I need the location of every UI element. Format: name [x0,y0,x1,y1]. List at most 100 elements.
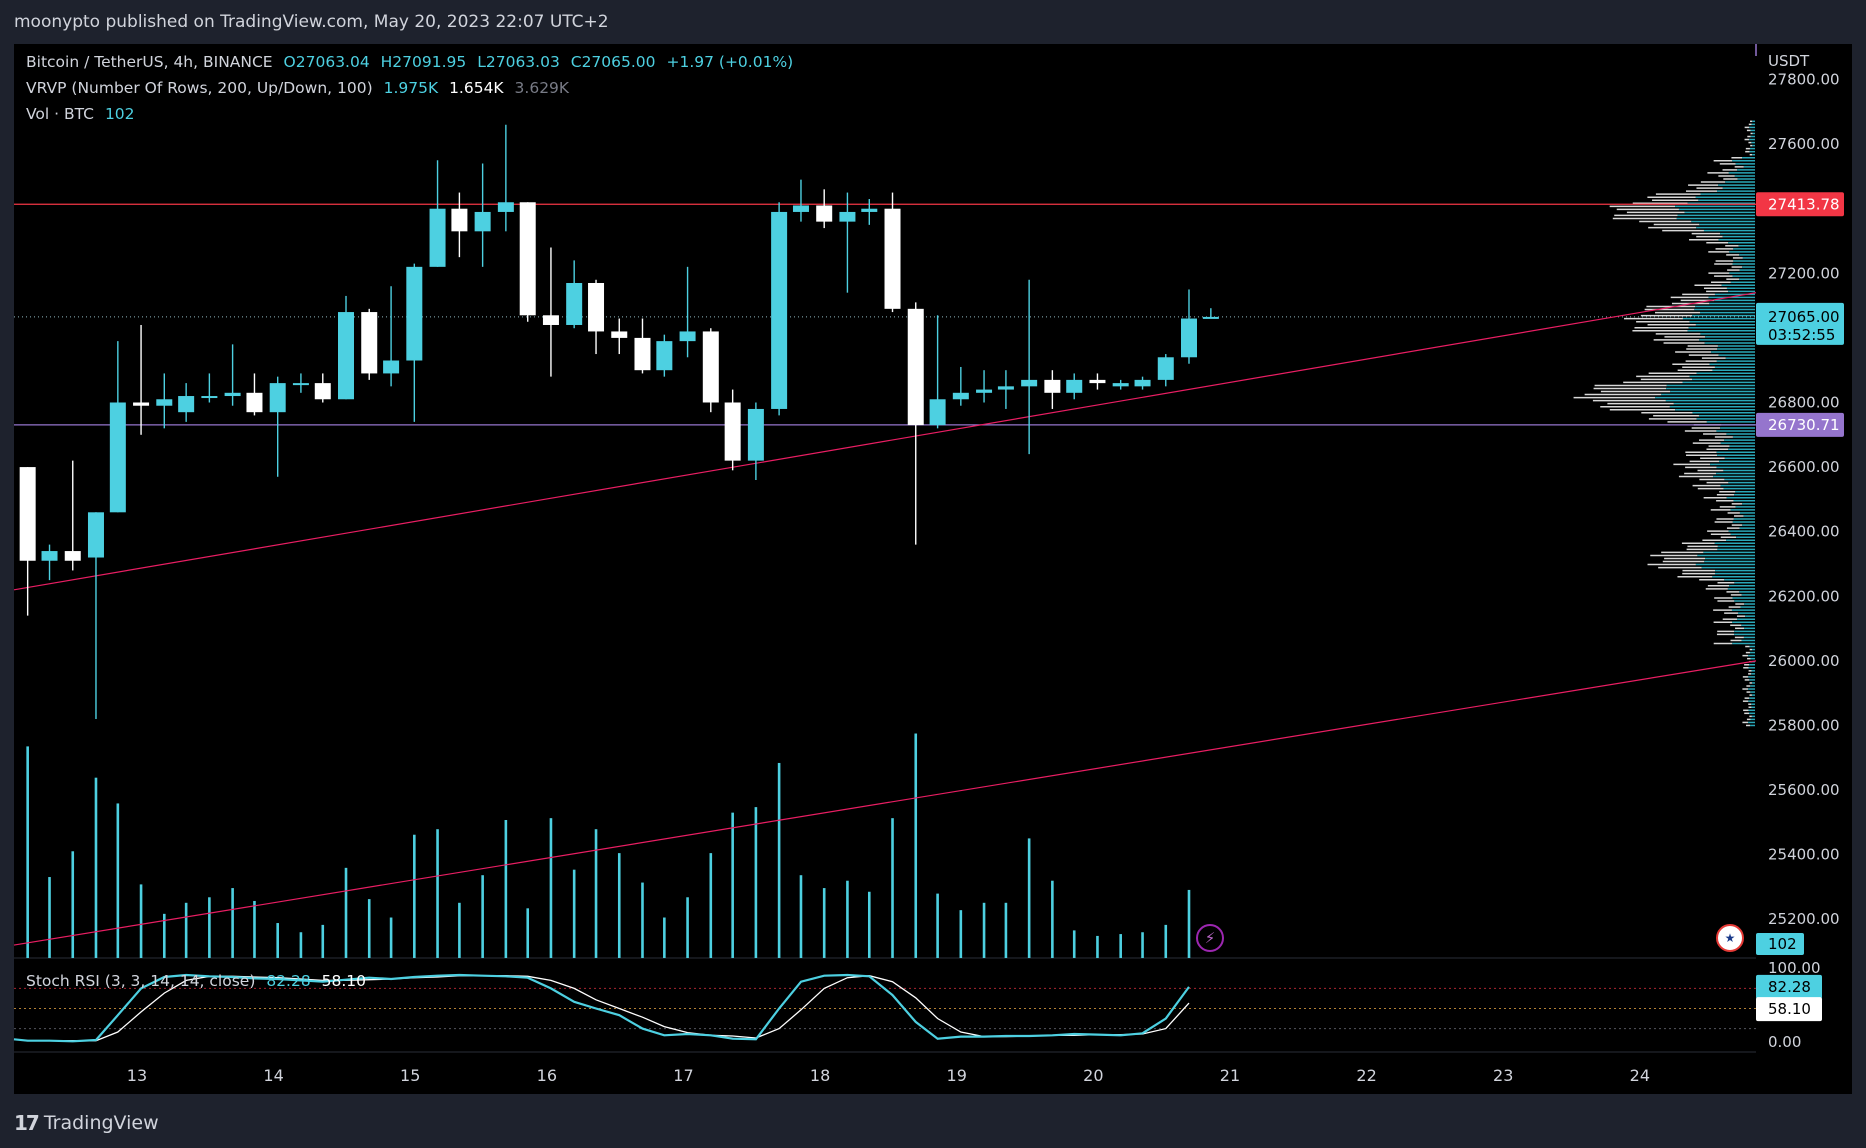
publisher-line: moonypto published on TradingView.com, M… [0,0,1866,44]
volume-bar [389,917,393,958]
volume-bar [663,917,666,958]
current-price-badge-bg [1756,302,1844,345]
candle-body-up [1202,316,1219,319]
candle-body-up [292,383,309,386]
trendline [13,292,1757,591]
candle-body-up [656,341,673,371]
candle-body-up [201,396,218,399]
candle-body-up [747,408,764,461]
volume-bar [799,875,803,958]
legend-stoch-k: 82.28 [266,972,311,990]
time-tick-label: 16 [537,1066,557,1085]
time-tick-label: 13 [127,1066,147,1085]
volume-bar [367,899,371,958]
candle-body-down [519,202,536,316]
candle-body-down [361,312,378,374]
trendline [13,660,1757,946]
candle-body-up [497,202,514,212]
candle-body-down [724,402,741,461]
volume-bar [572,869,576,958]
candle-body-up [474,211,491,232]
legend-stoch-label[interactable]: Stoch RSI (3, 3, 14, 14, close) [26,972,256,990]
time-tick-label: 14 [263,1066,283,1085]
stoch-d-badge: 58.10 [1768,1000,1811,1018]
candle-body-up [679,331,696,342]
time-tick-label: 20 [1083,1066,1103,1085]
candle-body-down [246,392,263,413]
chart-frame[interactable] [14,44,1852,1094]
candle-body-up [839,211,856,222]
price-tick-label: 25400.00 [1768,846,1840,864]
legend-stoch-row: Stoch RSI (3, 3, 14, 14, close) 82.28 58… [26,972,372,990]
us-flag-icon[interactable]: ★ [1716,924,1744,952]
volume-bar [982,902,986,958]
legend-symbol[interactable]: Bitcoin / TetherUS, 4h, BINANCE [26,53,273,71]
legend-vrvp-up: 1.975K [383,79,439,97]
candle-body-up [269,383,286,413]
price-tick-label: 26200.00 [1768,587,1840,605]
volume-bar [914,733,918,958]
stoch-k-line [13,973,1190,1043]
volume-bar [1004,902,1008,958]
volume-bar [686,897,689,958]
volume-bar [1051,880,1054,958]
level-low-badge-bg [1756,412,1844,437]
volume-bar [184,902,188,958]
volume-bar [1187,889,1191,958]
volume-bar [321,924,325,958]
volume-bar [413,834,416,958]
legend-vrvp-label[interactable]: VRVP (Number Of Rows, 200, Up/Down, 100) [26,79,373,97]
candle-body-up [178,396,195,413]
volume-bar [526,908,530,958]
volume-bar [276,923,279,958]
price-tick-label: 26600.00 [1768,458,1840,476]
price-tick-label: 27600.00 [1768,135,1840,153]
volume-bar [299,932,303,958]
legend-open: O27063.04 [283,53,370,71]
legend-symbol-row: Bitcoin / TetherUS, 4h, BINANCE O27063.0… [26,53,799,71]
legend-vol-value: 102 [104,105,135,123]
lightning-icon[interactable]: ⚡ [1196,924,1224,952]
legend-vol-label[interactable]: Vol · BTC [26,105,94,123]
volume-bar [208,897,211,958]
candle-body-up [952,392,969,400]
legend-vrvp-row: VRVP (Number Of Rows, 200, Up/Down, 100)… [26,79,575,97]
legend-stoch-d: 58.10 [321,972,367,990]
candle-body-down [314,383,331,400]
legend-low: L27063.03 [477,53,560,71]
volume-bar [936,893,939,958]
candle-body-up [41,551,58,561]
candle-body-up [1021,379,1038,387]
volume-bar [617,853,621,958]
candle-body-up [1134,379,1151,387]
volume-bar [731,812,734,958]
candle-body-down [451,208,468,232]
candle-body-up [976,389,993,393]
candle-body-up [997,386,1014,390]
time-tick-label: 15 [400,1066,420,1085]
volume-bar [253,900,256,958]
time-tick-label: 23 [1493,1066,1513,1085]
candle-body-up [1112,383,1129,387]
stoch-axis-zero-label: 0.00 [1768,1033,1801,1051]
volume-bar [458,902,461,958]
candle-body-up [406,266,423,361]
legend-change: +1.97 (+0.01%) [666,53,794,71]
volume-bar [231,888,234,958]
candle-body-up [1157,357,1174,380]
time-tick-label: 22 [1356,1066,1376,1085]
price-tick-label: 25600.00 [1768,781,1840,799]
price-tick-label: 27800.00 [1768,71,1840,89]
volume-badge-bg [1756,933,1804,955]
stoch-k-badge: 82.28 [1768,978,1811,996]
volume-bar [71,851,75,958]
candle-body-up [429,208,446,267]
axis-currency-label: USDT [1768,52,1810,70]
volume-bar [1027,838,1031,958]
volume-bar [26,746,29,958]
candle-body-up [87,512,104,558]
volume-bar [504,820,508,958]
volume-bar [709,853,713,958]
candle-body-up [383,360,400,374]
